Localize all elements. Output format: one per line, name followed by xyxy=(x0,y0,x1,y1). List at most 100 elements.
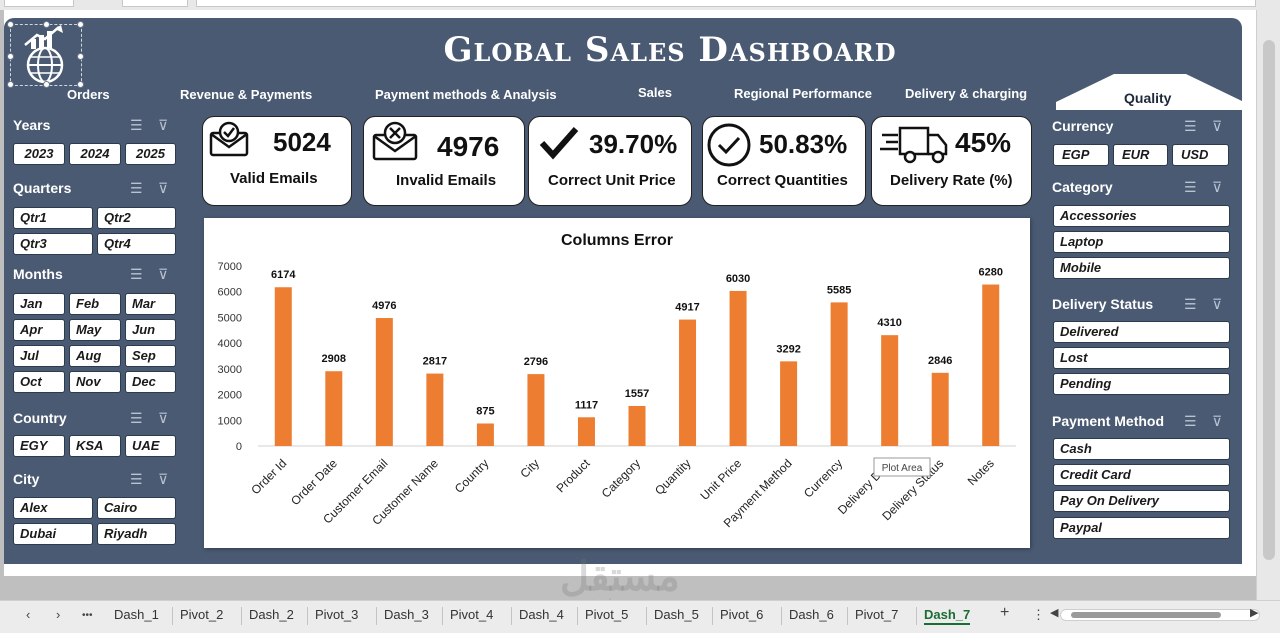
nav-payment-methods[interactable]: Payment methods & Analysis xyxy=(375,87,557,102)
sheet-tab-pivot_2[interactable]: Pivot_2 xyxy=(180,607,224,622)
sheet-tab-pivot_5[interactable]: Pivot_5 xyxy=(585,607,629,622)
selection-handle[interactable] xyxy=(7,81,14,88)
clear-filter-icon[interactable]: ⊽ xyxy=(158,471,169,487)
columns-error-chart[interactable]: Columns Error 0 1000 2000 3000 4000 5000 6000 70… xyxy=(204,218,1030,548)
selection-handle[interactable] xyxy=(77,21,84,28)
selection-handle[interactable] xyxy=(7,21,14,28)
scroll-left-icon[interactable]: ◀ xyxy=(1050,607,1059,619)
clear-filter-icon[interactable]: ⊽ xyxy=(158,410,169,426)
multi-select-icon[interactable]: ☰ xyxy=(130,180,143,196)
nav-quality[interactable]: Quality xyxy=(1124,90,1172,106)
kpi-invalid-emails[interactable]: 4976 Invalid Emails xyxy=(363,116,525,206)
clear-filter-icon[interactable]: ⊽ xyxy=(158,266,169,282)
slicer-month-feb[interactable]: Feb xyxy=(69,293,121,315)
slicer-year-2024[interactable]: 2024 xyxy=(69,143,121,165)
slicer-status-pending[interactable]: Pending xyxy=(1053,373,1230,395)
add-sheet-button[interactable]: + xyxy=(1000,604,1010,621)
scroll-thumb[interactable] xyxy=(1263,40,1275,560)
sheet-tab-pivot_3[interactable]: Pivot_3 xyxy=(315,607,359,622)
horizontal-scrollbar[interactable] xyxy=(1060,609,1260,621)
sheet-tab-dash_5[interactable]: Dash_5 xyxy=(654,607,699,622)
sheet-tab-pivot_7[interactable]: Pivot_7 xyxy=(855,607,899,622)
slicer-month-jan[interactable]: Jan xyxy=(13,293,65,315)
next-sheet-button[interactable]: › xyxy=(56,607,61,622)
nav-sales[interactable]: Sales xyxy=(638,85,672,100)
selection-handle[interactable] xyxy=(77,81,84,88)
sheet-tab-dash_3[interactable]: Dash_3 xyxy=(384,607,429,622)
sheet-tab-pivot_4[interactable]: Pivot_4 xyxy=(450,607,494,622)
slicer-qtr3[interactable]: Qtr3 xyxy=(13,233,93,255)
slicer-status-delivered[interactable]: Delivered xyxy=(1053,321,1230,343)
slicer-month-jun[interactable]: Jun xyxy=(125,319,176,341)
clear-filter-icon[interactable]: ⊽ xyxy=(158,117,169,133)
scroll-right-icon[interactable]: ▶ xyxy=(1250,607,1259,619)
slicer-month-nov[interactable]: Nov xyxy=(69,371,121,393)
nav-revenue-payments[interactable]: Revenue & Payments xyxy=(180,87,313,102)
multi-select-icon[interactable]: ☰ xyxy=(130,410,143,426)
slicer-city-cairo[interactable]: Cairo xyxy=(97,497,176,519)
slicer-qtr1[interactable]: Qtr1 xyxy=(13,207,93,229)
multi-select-icon[interactable]: ☰ xyxy=(130,266,143,282)
multi-select-icon[interactable]: ☰ xyxy=(1184,413,1197,429)
slicer-month-jul[interactable]: Jul xyxy=(13,345,65,367)
slicer-month-aug[interactable]: Aug xyxy=(69,345,121,367)
vertical-scrollbar[interactable] xyxy=(1256,10,1280,600)
slicer-category-laptop[interactable]: Laptop xyxy=(1053,231,1230,253)
sheet-menu-button[interactable]: ⋮ xyxy=(1032,607,1045,622)
kpi-correct-quantities[interactable]: 50.83% Correct Quantities xyxy=(702,116,866,206)
name-box[interactable] xyxy=(4,0,74,7)
kpi-delivery-rate[interactable]: 45% Delivery Rate (%) xyxy=(871,116,1032,206)
multi-select-icon[interactable]: ☰ xyxy=(130,471,143,487)
slicer-category-accessories[interactable]: Accessories xyxy=(1053,205,1230,227)
slicer-month-mar[interactable]: Mar xyxy=(125,293,176,315)
slicer-payment-paypal[interactable]: Paypal xyxy=(1053,517,1230,539)
slicer-month-may[interactable]: May xyxy=(69,319,121,341)
slicer-qtr4[interactable]: Qtr4 xyxy=(97,233,176,255)
slicer-country-ksa[interactable]: KSA xyxy=(69,435,121,457)
function-box[interactable] xyxy=(122,0,188,7)
slicer-qtr2[interactable]: Qtr2 xyxy=(97,207,176,229)
slicer-month-oct[interactable]: Oct xyxy=(13,371,65,393)
multi-select-icon[interactable]: ☰ xyxy=(1184,296,1197,312)
slicer-category-mobile[interactable]: Mobile xyxy=(1053,257,1230,279)
slicer-payment-credit-card[interactable]: Credit Card xyxy=(1053,464,1230,486)
sheet-tab-dash_6[interactable]: Dash_6 xyxy=(789,607,834,622)
slicer-payment-cash[interactable]: Cash xyxy=(1053,438,1230,460)
slicer-month-apr[interactable]: Apr xyxy=(13,319,65,341)
sheet-tab-dash_1[interactable]: Dash_1 xyxy=(114,607,159,622)
slicer-country-egy[interactable]: EGY xyxy=(13,435,65,457)
slicer-city-riyadh[interactable]: Riyadh xyxy=(97,523,176,545)
slicer-city-alex[interactable]: Alex xyxy=(13,497,93,519)
clear-filter-icon[interactable]: ⊽ xyxy=(1212,296,1223,312)
scroll-thumb[interactable] xyxy=(1071,612,1221,618)
selection-handle[interactable] xyxy=(43,21,50,28)
slicer-year-2023[interactable]: 2023 xyxy=(13,143,65,165)
slicer-city-dubai[interactable]: Dubai xyxy=(13,523,93,545)
slicer-month-dec[interactable]: Dec xyxy=(125,371,176,393)
nav-regional-performance[interactable]: Regional Performance xyxy=(734,86,872,101)
multi-select-icon[interactable]: ☰ xyxy=(1184,179,1197,195)
slicer-month-sep[interactable]: Sep xyxy=(125,345,176,367)
slicer-currency-eur[interactable]: EUR xyxy=(1113,144,1168,166)
nav-orders[interactable]: Orders xyxy=(67,87,110,102)
multi-select-icon[interactable]: ☰ xyxy=(130,117,143,133)
clear-filter-icon[interactable]: ⊽ xyxy=(1212,413,1223,429)
logo-selection[interactable] xyxy=(7,21,84,88)
selection-handle[interactable] xyxy=(43,81,50,88)
slicer-currency-usd[interactable]: USD xyxy=(1172,144,1229,166)
slicer-country-uae[interactable]: UAE xyxy=(125,435,176,457)
slicer-year-2025[interactable]: 2025 xyxy=(125,143,176,165)
prev-sheet-button[interactable]: ‹ xyxy=(26,607,31,622)
sheet-tab-pivot_6[interactable]: Pivot_6 xyxy=(720,607,764,622)
nav-delivery-charging[interactable]: Delivery & charging xyxy=(905,86,1028,101)
kpi-correct-unit-price[interactable]: 39.70% Correct Unit Price xyxy=(528,116,692,206)
sheet-tab-dash_7[interactable]: Dash_7 xyxy=(924,607,971,625)
selection-handle[interactable] xyxy=(77,53,84,60)
formula-input[interactable] xyxy=(196,0,1256,7)
more-sheets-button[interactable]: ••• xyxy=(82,610,93,621)
clear-filter-icon[interactable]: ⊽ xyxy=(158,180,169,196)
selection-handle[interactable] xyxy=(7,53,14,60)
slicer-currency-egp[interactable]: EGP xyxy=(1053,144,1109,166)
clear-filter-icon[interactable]: ⊽ xyxy=(1212,118,1223,134)
kpi-valid-emails[interactable]: 5024 Valid Emails xyxy=(202,116,352,206)
